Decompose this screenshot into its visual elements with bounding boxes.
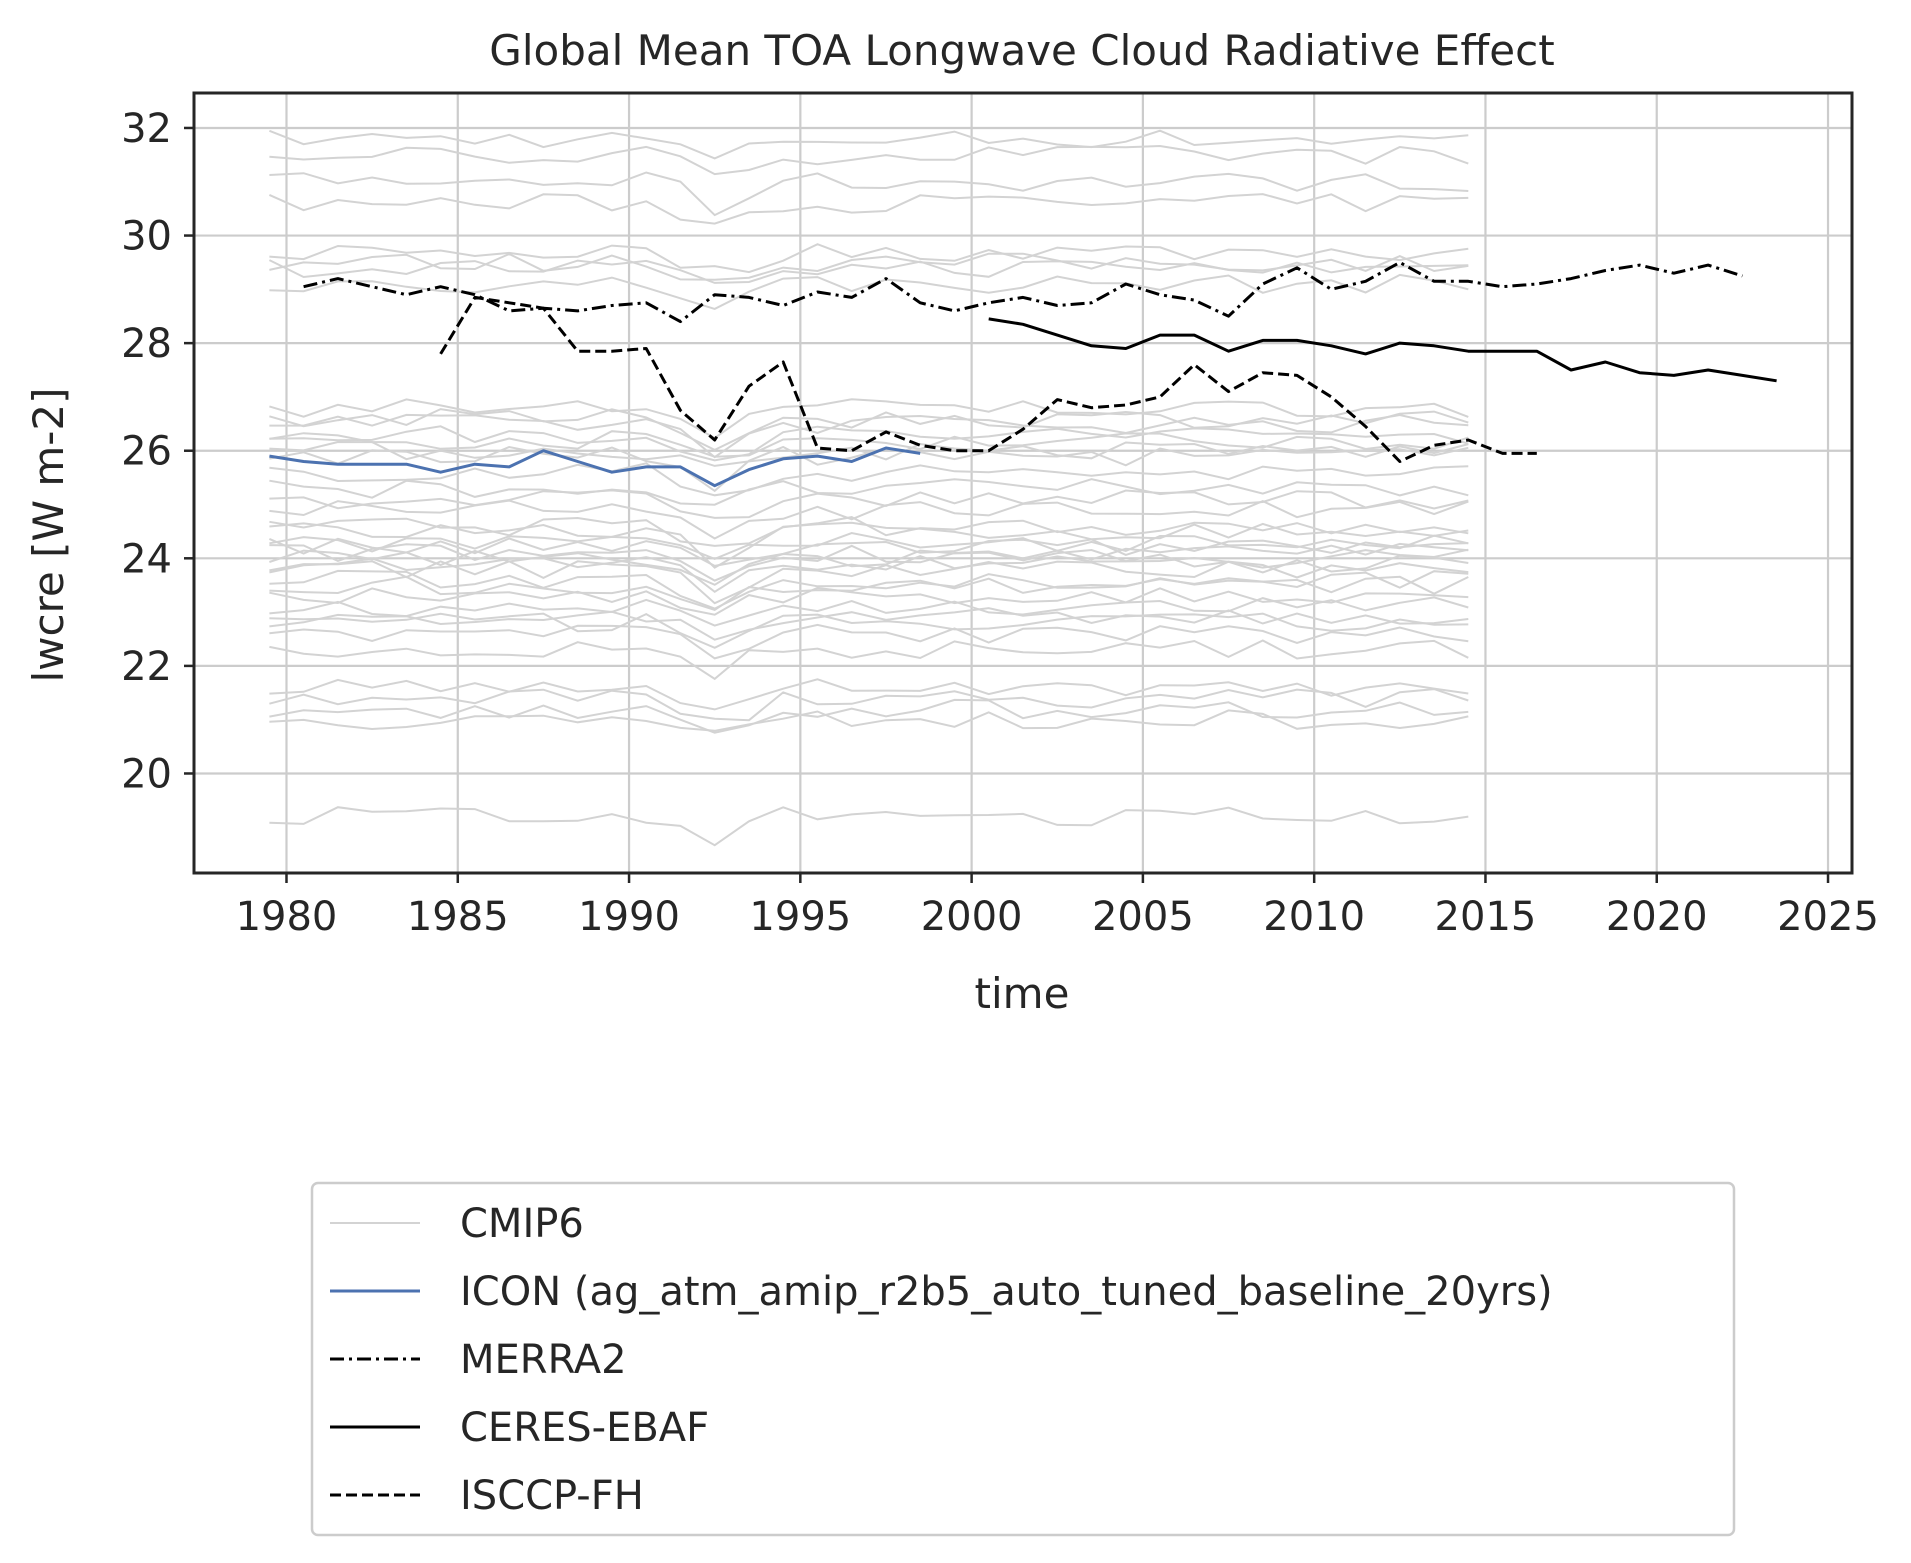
x-tick-label: 1980 xyxy=(236,894,338,940)
cmip6-member-line xyxy=(269,709,1469,732)
cmip6-member-line xyxy=(268,259,1469,284)
x-tick-label: 2000 xyxy=(921,894,1023,940)
y-tick-label: 26 xyxy=(121,429,172,475)
cmip6-member-line xyxy=(269,586,1469,616)
series-line-icon xyxy=(269,446,921,488)
cmip6-member-line xyxy=(269,542,1469,582)
legend-label: ISCCP-FH xyxy=(460,1473,644,1519)
cmip6-member-line xyxy=(269,425,1469,462)
cmip6-member-line xyxy=(269,537,1469,567)
cmip6-member-line xyxy=(269,252,1469,281)
cmip6-member-line xyxy=(269,607,1469,641)
series-line-ceres-ebaf xyxy=(988,317,1777,383)
x-tick-label: 1985 xyxy=(407,894,509,940)
y-axis: 20 22 24 26 28 30 32 xyxy=(121,106,194,797)
x-axis-label: time xyxy=(975,969,1070,1018)
chart-title: Global Mean TOA Longwave Cloud Radiative… xyxy=(489,26,1554,75)
cmip6-member-line xyxy=(269,408,1469,452)
cmip6-member-line xyxy=(269,688,1469,722)
cmip6-member-line xyxy=(268,193,1469,225)
cmip6-member-line xyxy=(269,499,1469,540)
x-axis: 1980 1985 1990 1995 2000 2005 2010 2015 2020 2025 xyxy=(236,873,1879,940)
cmip6-member-line xyxy=(269,398,1469,440)
cmip6-member-line xyxy=(269,560,1469,605)
cmip6-member-line xyxy=(269,462,1469,497)
x-tick-label: 1990 xyxy=(578,894,680,940)
cmip6-member-line xyxy=(269,445,1469,493)
cmip6-member-line xyxy=(269,623,1469,660)
y-tick-label: 24 xyxy=(121,536,172,582)
y-tick-label: 22 xyxy=(121,644,172,690)
cmip6-member-line xyxy=(269,144,1469,176)
x-tick-label: 2020 xyxy=(1606,894,1708,940)
legend-frame xyxy=(310,1181,1736,1537)
legend-label: CMIP6 xyxy=(460,1201,584,1247)
cmip6-member-line xyxy=(269,596,1469,627)
y-tick-label: 28 xyxy=(121,321,172,367)
cmip6-member-line xyxy=(269,531,1469,560)
cmip6-member-line xyxy=(269,554,1469,594)
series-line-isccp-fh xyxy=(439,295,1537,463)
y-axis-label: lwcre [W m-2] xyxy=(24,387,73,682)
cmip6-member-line xyxy=(269,575,1469,611)
cmip6-member-line xyxy=(269,612,1469,649)
cmip6-member-line xyxy=(269,243,1469,274)
x-tick-label: 2010 xyxy=(1263,894,1365,940)
cmip6-member-line xyxy=(269,678,1469,711)
grid xyxy=(194,93,1852,873)
legend-label: ICON (ag_atm_amip_r2b5_auto_tuned_baseli… xyxy=(460,1269,1553,1315)
y-tick-label: 20 xyxy=(121,751,172,797)
cmip6-member-line xyxy=(269,171,1469,217)
y-tick-label: 32 xyxy=(121,106,172,152)
legend: CMIP6 ICON (ag_atm_amip_r2b5_auto_tuned_b… xyxy=(310,1181,1736,1537)
y-tick-label: 30 xyxy=(121,214,172,260)
cmip6-member-line xyxy=(269,478,1469,506)
x-tick-label: 1995 xyxy=(749,894,851,940)
legend-label: MERRA2 xyxy=(460,1337,627,1383)
x-tick-label: 2025 xyxy=(1777,894,1879,940)
cmip6-member-line xyxy=(269,521,1469,569)
cmip6-member-line xyxy=(269,413,1469,459)
cmip6-member-line xyxy=(269,639,1469,681)
x-tick-label: 2005 xyxy=(1092,894,1194,940)
axes-frame xyxy=(192,91,1854,875)
cmip6-member-line xyxy=(269,129,1469,160)
legend-label: CERES-EBAF xyxy=(460,1405,709,1451)
cmip6-member-line xyxy=(269,489,1469,519)
plot-lines xyxy=(268,129,1777,847)
x-tick-label: 2015 xyxy=(1435,894,1537,940)
cmip6-member-line xyxy=(269,806,1469,847)
